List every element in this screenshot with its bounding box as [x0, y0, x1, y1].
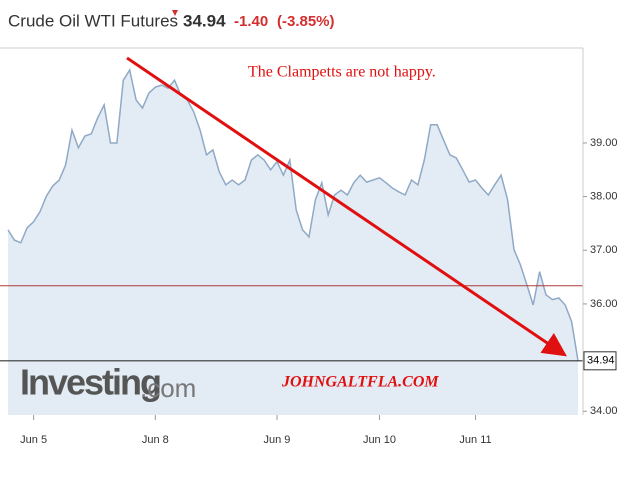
- y-tick-label: 37.00: [590, 244, 618, 256]
- y-tick-label: 34.00: [590, 405, 618, 417]
- y-tick-label: 36.00: [590, 298, 618, 310]
- x-tick-label: Jun 11: [459, 434, 491, 446]
- trend-arrow: [126, 56, 567, 357]
- down-arrow: [172, 10, 178, 16]
- change-pct: (-3.85%): [277, 13, 335, 30]
- area-fill: [8, 70, 578, 415]
- annotation: The Clampetts are not happy.: [248, 64, 436, 81]
- watermark-suffix: .com: [140, 373, 196, 403]
- annotation: JOHNGALTFLA.COM: [281, 374, 439, 391]
- x-tick-label: Jun 9: [264, 434, 291, 446]
- x-tick-label: Jun 10: [363, 434, 396, 446]
- y-tick-label: 38.00: [590, 191, 618, 203]
- price: 34.94: [183, 11, 226, 30]
- x-tick-label: Jun 8: [142, 434, 169, 446]
- current-price-box: [583, 351, 617, 371]
- current-price-label: 34.94: [587, 355, 615, 367]
- x-tick-label: Jun 5: [20, 434, 47, 446]
- title: Crude Oil WTI Futures: [8, 11, 178, 30]
- change: -1.40: [234, 13, 268, 30]
- watermark: Investing: [20, 362, 160, 403]
- price-line: [7, 68, 579, 361]
- y-tick-label: 39.00: [590, 137, 618, 149]
